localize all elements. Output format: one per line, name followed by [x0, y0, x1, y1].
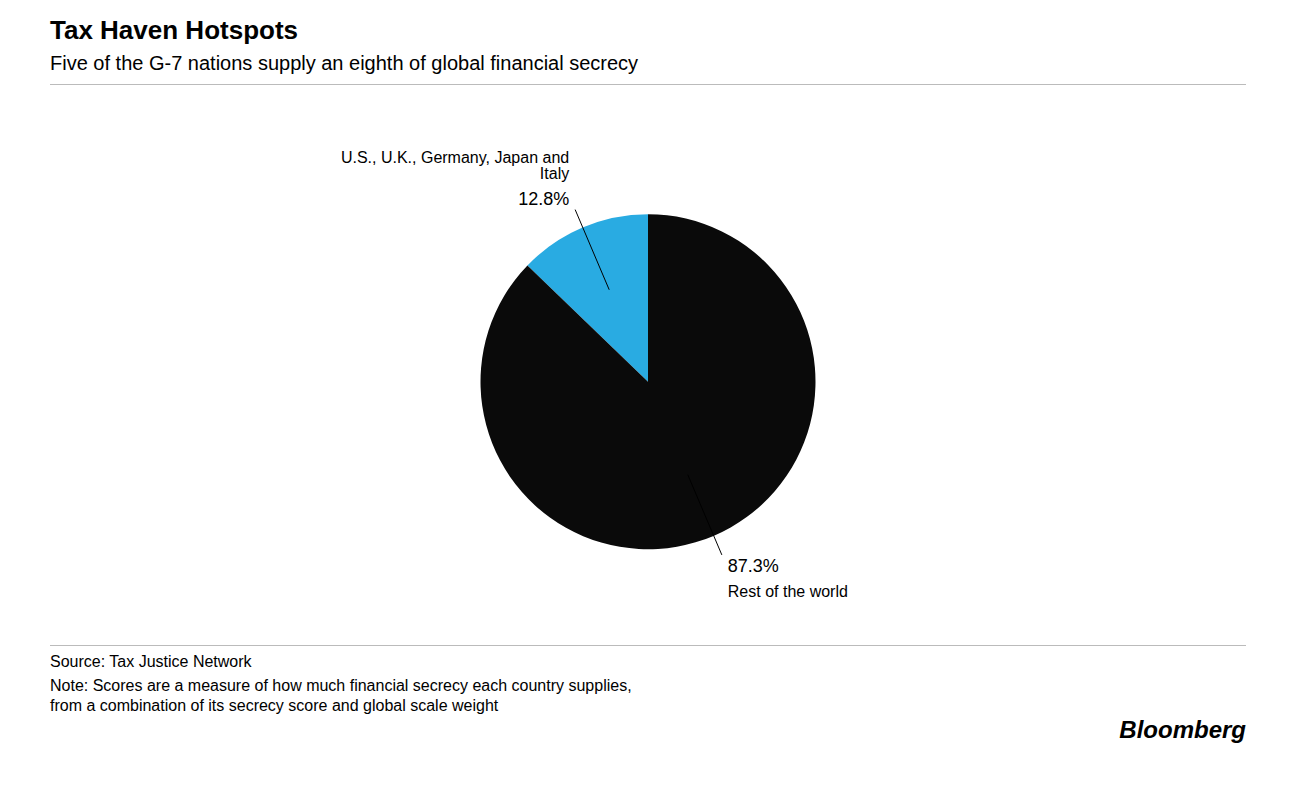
- html-text:Source: Tax Justice Network: Source: Tax Justice Network: [50, 653, 252, 670]
- svg-text:87.3%: 87.3%: [728, 556, 779, 576]
- svg-text:12.8%: 12.8%: [518, 189, 569, 209]
- html-text:Bloomberg: Bloomberg: [1119, 716, 1246, 743]
- html-text:Five of the G-7 nations supply: Five of the G-7 nations supply an eighth…: [50, 52, 639, 74]
- svg-text:Rest of the world: Rest of the world: [728, 583, 848, 600]
- html-text:Tax Haven Hotspots: Tax Haven Hotspots: [50, 15, 298, 45]
- svg-text:U.S., U.K., Germany, Japan and: U.S., U.K., Germany, Japan andItaly: [341, 149, 569, 182]
- html-text:Note: Scores are a measure of: Note: Scores are a measure of how much f…: [50, 677, 632, 714]
